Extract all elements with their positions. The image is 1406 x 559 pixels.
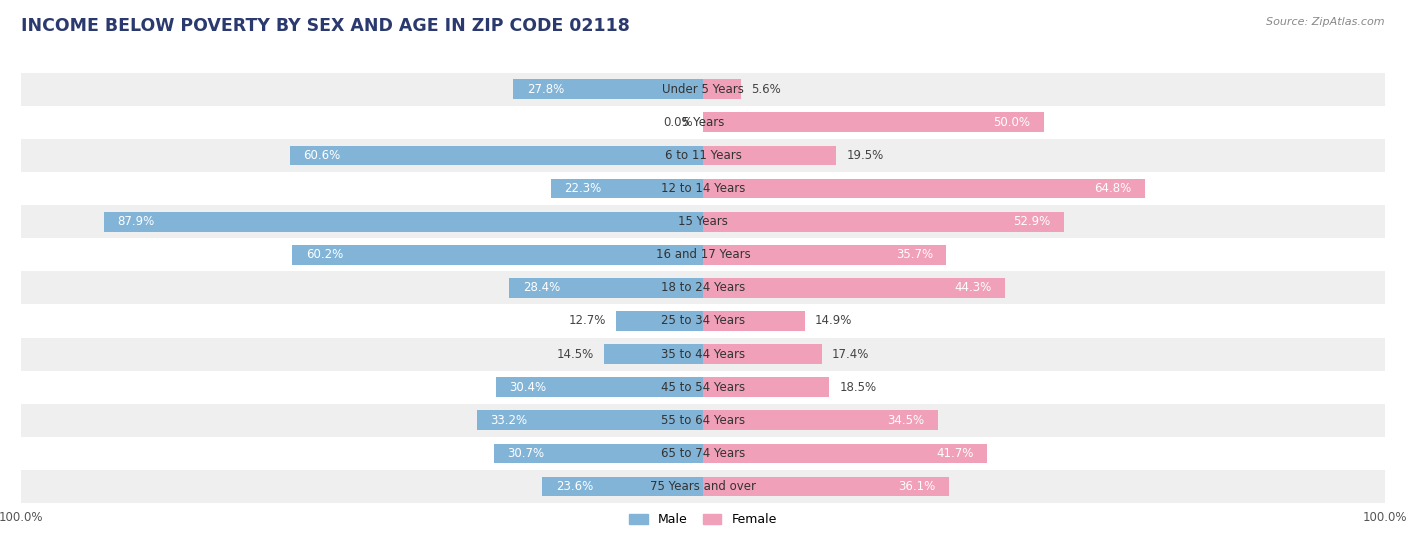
- Text: 6 to 11 Years: 6 to 11 Years: [665, 149, 741, 162]
- Text: 30.4%: 30.4%: [509, 381, 547, 394]
- Text: 27.8%: 27.8%: [527, 83, 564, 96]
- Bar: [605, 344, 703, 364]
- Text: 0.0%: 0.0%: [664, 116, 693, 129]
- Bar: [21, 437, 1385, 470]
- Text: 33.2%: 33.2%: [491, 414, 527, 427]
- Text: 14.5%: 14.5%: [557, 348, 593, 361]
- Bar: [494, 443, 703, 463]
- Bar: [509, 278, 703, 298]
- Bar: [616, 311, 703, 331]
- Bar: [513, 79, 703, 99]
- Text: 28.4%: 28.4%: [523, 281, 560, 295]
- Text: 60.2%: 60.2%: [307, 248, 343, 261]
- Text: 30.7%: 30.7%: [508, 447, 544, 460]
- Bar: [703, 212, 1064, 231]
- Text: 15 Years: 15 Years: [678, 215, 728, 228]
- Bar: [21, 238, 1385, 271]
- Text: 5 Years: 5 Years: [682, 116, 724, 129]
- Text: 12 to 14 Years: 12 to 14 Years: [661, 182, 745, 195]
- Text: 41.7%: 41.7%: [936, 447, 974, 460]
- Text: 17.4%: 17.4%: [832, 348, 869, 361]
- Bar: [21, 470, 1385, 503]
- Text: 35.7%: 35.7%: [896, 248, 932, 261]
- Text: 23.6%: 23.6%: [555, 480, 593, 493]
- Bar: [21, 338, 1385, 371]
- Bar: [21, 73, 1385, 106]
- Text: 18 to 24 Years: 18 to 24 Years: [661, 281, 745, 295]
- Bar: [703, 344, 821, 364]
- Bar: [703, 377, 830, 397]
- Text: Source: ZipAtlas.com: Source: ZipAtlas.com: [1267, 17, 1385, 27]
- Text: 16 and 17 Years: 16 and 17 Years: [655, 248, 751, 261]
- Text: 18.5%: 18.5%: [839, 381, 876, 394]
- Bar: [477, 410, 703, 430]
- Bar: [551, 179, 703, 198]
- Text: Under 5 Years: Under 5 Years: [662, 83, 744, 96]
- Text: 55 to 64 Years: 55 to 64 Years: [661, 414, 745, 427]
- Text: 60.6%: 60.6%: [304, 149, 340, 162]
- Bar: [703, 311, 804, 331]
- Text: 75 Years and over: 75 Years and over: [650, 480, 756, 493]
- Bar: [21, 106, 1385, 139]
- Bar: [292, 245, 703, 265]
- Text: 45 to 54 Years: 45 to 54 Years: [661, 381, 745, 394]
- Bar: [496, 377, 703, 397]
- Text: 19.5%: 19.5%: [846, 149, 883, 162]
- Bar: [21, 371, 1385, 404]
- Text: 22.3%: 22.3%: [565, 182, 602, 195]
- Text: 35 to 44 Years: 35 to 44 Years: [661, 348, 745, 361]
- Text: 50.0%: 50.0%: [993, 116, 1031, 129]
- Bar: [21, 139, 1385, 172]
- Bar: [703, 477, 949, 496]
- Bar: [21, 305, 1385, 338]
- Bar: [703, 410, 938, 430]
- Text: 12.7%: 12.7%: [569, 315, 606, 328]
- Text: 52.9%: 52.9%: [1012, 215, 1050, 228]
- Text: 5.6%: 5.6%: [751, 83, 782, 96]
- Legend: Male, Female: Male, Female: [624, 508, 782, 531]
- Text: 36.1%: 36.1%: [898, 480, 935, 493]
- Bar: [104, 212, 703, 231]
- Bar: [703, 278, 1005, 298]
- Text: 25 to 34 Years: 25 to 34 Years: [661, 315, 745, 328]
- Bar: [543, 477, 703, 496]
- Text: 64.8%: 64.8%: [1094, 182, 1132, 195]
- Text: INCOME BELOW POVERTY BY SEX AND AGE IN ZIP CODE 02118: INCOME BELOW POVERTY BY SEX AND AGE IN Z…: [21, 17, 630, 35]
- Bar: [21, 404, 1385, 437]
- Bar: [703, 112, 1045, 132]
- Bar: [21, 271, 1385, 305]
- Text: 65 to 74 Years: 65 to 74 Years: [661, 447, 745, 460]
- Bar: [703, 245, 946, 265]
- Bar: [21, 205, 1385, 238]
- Text: 34.5%: 34.5%: [887, 414, 925, 427]
- Bar: [21, 172, 1385, 205]
- Text: 14.9%: 14.9%: [815, 315, 852, 328]
- Bar: [703, 145, 837, 165]
- Bar: [290, 145, 703, 165]
- Text: 87.9%: 87.9%: [117, 215, 155, 228]
- Bar: [703, 79, 741, 99]
- Text: 44.3%: 44.3%: [955, 281, 991, 295]
- Bar: [703, 443, 987, 463]
- Bar: [703, 179, 1144, 198]
